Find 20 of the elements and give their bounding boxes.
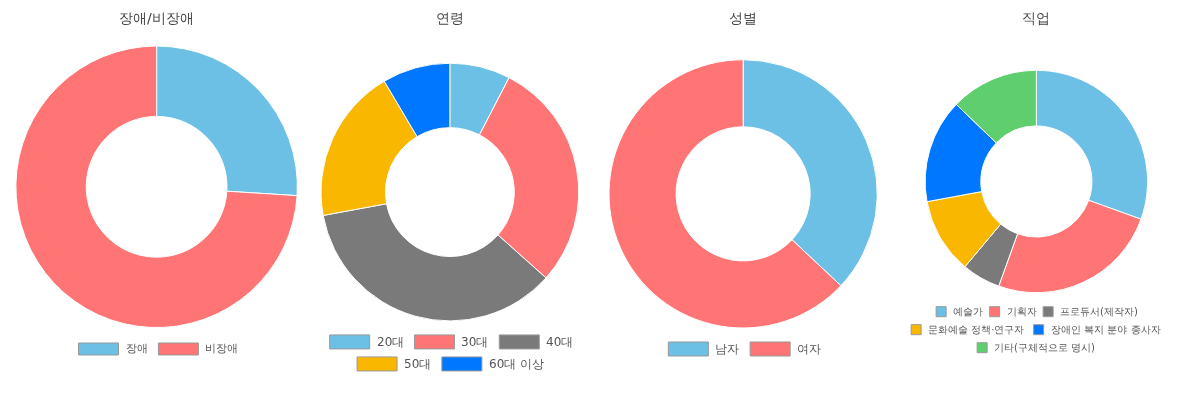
legend-label: 60대 이상 bbox=[489, 357, 545, 371]
legend-label: 남자 bbox=[715, 342, 739, 356]
donut-slice bbox=[15, 45, 298, 328]
legend-label: 문화예술 정책·연구자 bbox=[928, 324, 1025, 335]
legend-label: 20대 bbox=[377, 335, 405, 349]
legend-label: 예술가 bbox=[953, 306, 983, 317]
chart-title: 연령 bbox=[436, 10, 464, 26]
legend-label: 비장애 bbox=[205, 342, 238, 355]
legend-label: 여자 bbox=[797, 342, 821, 356]
legend-label: 프로듀서(제작자) bbox=[1060, 306, 1138, 317]
chart-title: 직업 bbox=[1022, 10, 1050, 26]
legend-label: 장애인 복지 분야 종사자 bbox=[1051, 324, 1161, 335]
chart-title: 장애/비장애 bbox=[119, 10, 194, 26]
legend-label: 기획자 bbox=[1007, 306, 1037, 317]
legend-label: 기타(구체적으로 명시) bbox=[994, 342, 1096, 353]
legend-label: 40대 bbox=[546, 335, 574, 349]
legend-label: 30대 bbox=[461, 335, 489, 349]
chart-title: 성별 bbox=[729, 10, 757, 26]
legend-label: 50대 bbox=[404, 357, 432, 371]
legend-label: 장애 bbox=[126, 342, 148, 355]
